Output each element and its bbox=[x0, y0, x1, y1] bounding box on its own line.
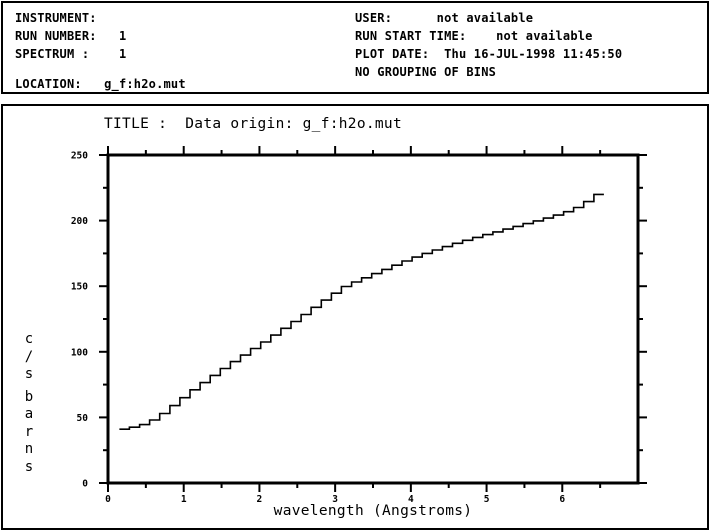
y-axis-label-char: s bbox=[24, 458, 34, 475]
location-field: LOCATION: g_f:h2o.mut bbox=[15, 77, 186, 91]
y-axis-label-char: n bbox=[24, 441, 34, 457]
plot-date-field: PLOT DATE: Thu 16-JUL-1998 11:45:50 bbox=[355, 47, 623, 61]
run-start-time-field: RUN START TIME: not available bbox=[355, 29, 593, 43]
y-axis-label-char: c bbox=[24, 331, 34, 347]
header-box: INSTRUMENT: RUN NUMBER: 1 SPECTRUM : 1 L… bbox=[1, 1, 709, 94]
plot-box bbox=[1, 104, 709, 530]
plot-title: TITLE : Data origin: g_f:h2o.mut bbox=[104, 116, 402, 132]
header-right-column: USER: not available RUN START TIME: not … bbox=[355, 9, 622, 81]
x-axis-label: wavelength (Angstroms) bbox=[273, 503, 473, 519]
run-number-field: RUN NUMBER: 1 bbox=[15, 29, 127, 43]
user-field: USER: not available bbox=[355, 11, 534, 25]
y-axis-label-char: r bbox=[24, 423, 34, 440]
instrument-field: INSTRUMENT: bbox=[15, 11, 97, 25]
y-axis-label-char: a bbox=[24, 406, 34, 422]
y-axis-label-char: b bbox=[24, 388, 34, 405]
spectrum-field: SPECTRUM : 1 bbox=[15, 47, 127, 61]
grouping-field: NO GROUPING OF BINS bbox=[355, 65, 497, 79]
header-left-column: INSTRUMENT: RUN NUMBER: 1 SPECTRUM : 1 L… bbox=[15, 9, 186, 93]
y-axis-label-char: s bbox=[24, 366, 34, 382]
y-axis-label-char: / bbox=[24, 348, 34, 365]
